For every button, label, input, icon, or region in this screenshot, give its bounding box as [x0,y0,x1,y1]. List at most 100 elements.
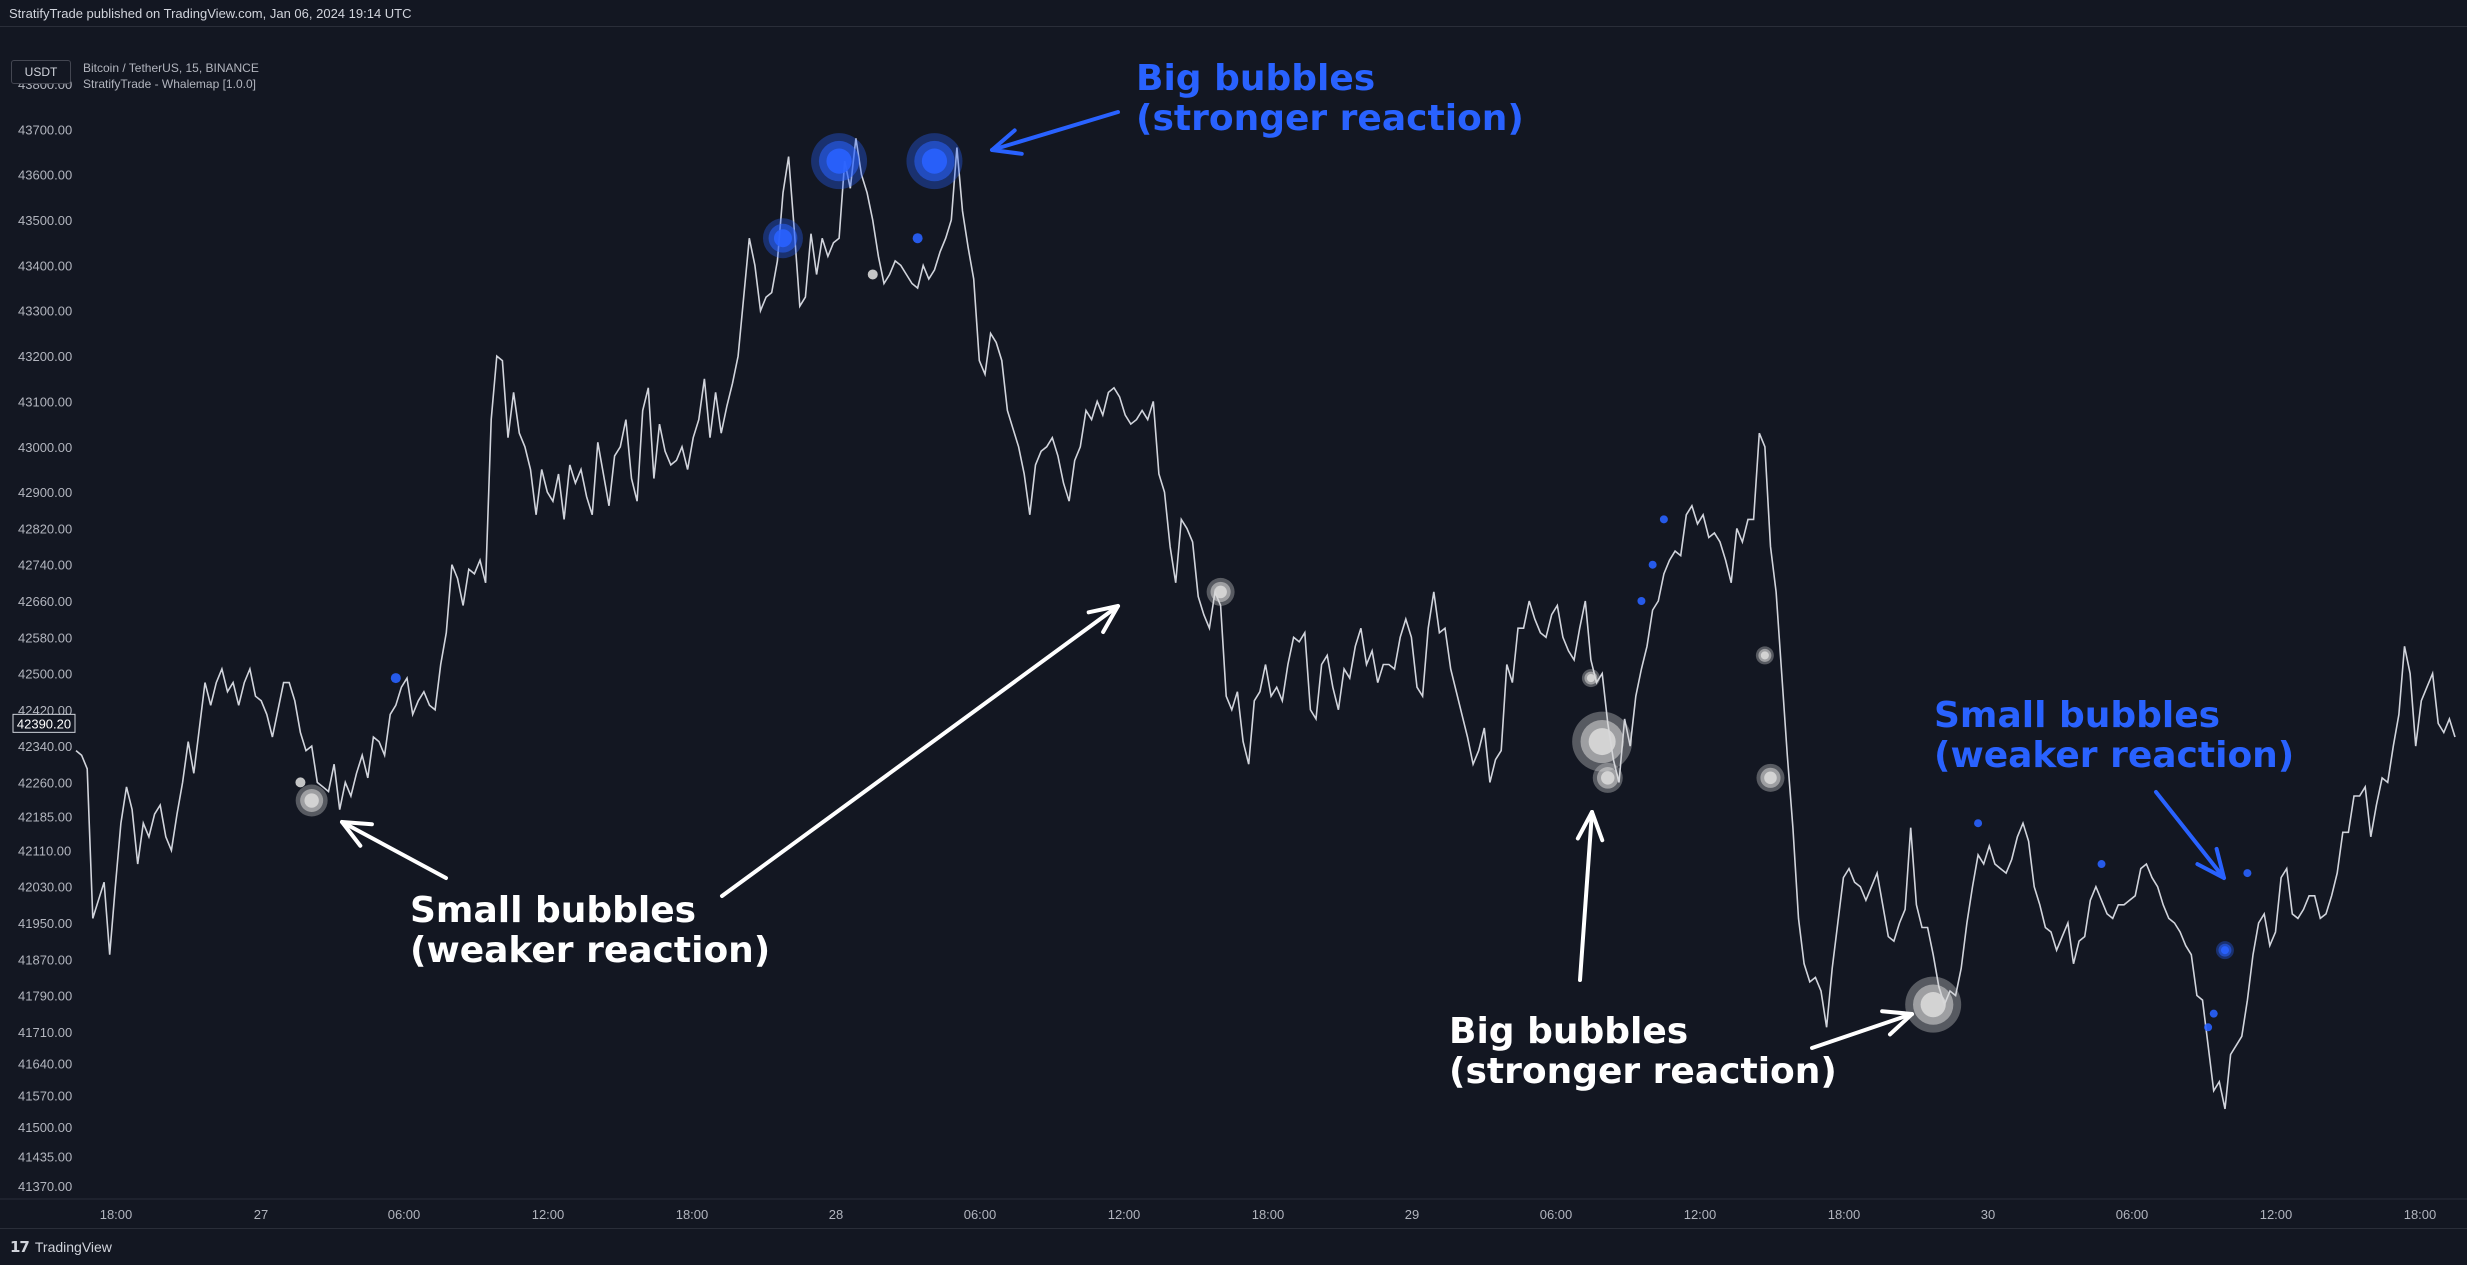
whale-bubbles [295,133,2252,1033]
time-axis: 18:00 27 06:00 12:00 18:00 28 06:00 12:00 18:00 2… [0,1198,2467,1222]
time-tick-label: 12:00 [2260,1207,2293,1222]
whale-bubble-core [1760,651,1769,660]
arrow-head [1086,604,1120,635]
price-tick-label: 41710.00 [18,1025,72,1040]
arrow-head [990,128,1024,156]
time-tick-label: 18:00 [1252,1207,1285,1222]
annotation-small-left: Small bubbles [410,890,696,931]
whale-bubble[interactable] [912,233,923,244]
price-tick-label: 42185.00 [18,809,72,824]
price-tick-label: 43000.00 [18,440,72,455]
annotation-big-bottom: Big bubbles [1449,1011,1688,1052]
whale-bubble-core [773,229,792,248]
price-tick-label: 41870.00 [18,952,72,967]
tradingview-logo[interactable]: 17 TradingView [10,1238,112,1256]
published-text: StratifyTrade published on TradingView.c… [9,6,412,21]
price-chart[interactable]: 43800.0043700.0043600.0043500.0043400.00… [0,27,2467,1227]
time-tick-label: 12:00 [532,1207,565,1222]
annotation-arrows [340,110,2226,1050]
arrow-shaft [990,110,1120,152]
arrow-shaft [1578,810,1594,982]
price-tick-label: 42660.00 [18,594,72,609]
arrow-shaft [2154,790,2226,880]
price-line [75,138,2456,1110]
time-tick-label: 28 [829,1207,843,1222]
time-tick-label: 18:00 [2404,1207,2437,1222]
price-tick-label: 43700.00 [18,122,72,137]
price-tick-label: 41950.00 [18,916,72,931]
price-tick-label: 43500.00 [18,213,72,228]
time-tick-label: 12:00 [1108,1207,1141,1222]
time-tick-label: 29 [1405,1207,1419,1222]
annotations: Big bubbles(stronger reaction)Small bubb… [410,58,2294,1092]
whale-bubble-core [1586,674,1595,683]
whale-bubble-core [1920,992,1946,1018]
time-tick-label: 06:00 [2116,1207,2149,1222]
whale-bubble[interactable] [295,777,306,788]
symbol-legend[interactable]: Bitcoin / TetherUS, 15, BINANCE [83,61,259,75]
chart-panel[interactable]: 43800.00 43700.00 43600.00 43500.00 43400.00… [0,27,2467,1227]
price-tick-label: 43300.00 [18,304,72,319]
current-price-value: 42390.20 [17,716,71,731]
price-tick-label: 42820.00 [18,521,72,536]
whale-bubble-core [1214,585,1227,599]
arrow-head [2195,846,2226,880]
time-tick-label: 18:00 [100,1207,133,1222]
whale-bubble[interactable] [1974,819,1983,828]
time-tick-label: 06:00 [964,1207,997,1222]
price-tick-label: 42740.00 [18,558,72,573]
arrow-shaft [340,820,448,880]
arrow-shaft [1810,1012,1914,1050]
whale-bubble[interactable] [1659,515,1668,524]
time-tick-label: 27 [254,1207,268,1222]
whale-bubble[interactable] [867,269,878,280]
price-tick-label: 41500.00 [18,1120,72,1135]
price-tick-label: 42580.00 [18,630,72,645]
current-price-box [12,713,76,733]
arrow-shaft [720,604,1120,898]
annotation-big-bottom: (stronger reaction) [1449,1051,1837,1092]
price-tick-label: 42500.00 [18,667,72,682]
time-tick-label: 06:00 [1540,1207,1573,1222]
annotation-big-top: (stronger reaction) [1136,98,1524,139]
price-axis: 43800.0043700.0043600.0043500.0043400.00… [18,77,72,1194]
arrow-head [340,820,374,848]
indicator-legend[interactable]: StratifyTrade - Whalemap [1.0.0] [83,77,256,91]
whale-bubble[interactable] [390,673,401,684]
footer-brand: TradingView [34,1239,112,1255]
price-tick-label: 41790.00 [18,989,72,1004]
time-tick-label: 06:00 [388,1207,421,1222]
time-tick-label: 30 [1981,1207,1995,1222]
chart-legend: Bitcoin / TetherUS, 15, BINANCE Stratify… [83,60,259,92]
whale-bubble[interactable] [2097,860,2106,869]
arrow-head [1880,1009,1914,1037]
time-tick-label: 18:00 [1828,1207,1861,1222]
price-tick-label: 42030.00 [18,880,72,895]
price-tick-label: 43600.00 [18,168,72,183]
price-tick-label: 43400.00 [18,258,72,273]
price-tick-label: 42900.00 [18,485,72,500]
whale-bubble-core [826,148,852,174]
annotation-big-top: Big bubbles [1136,58,1375,99]
current-price-label: 42390.20 [12,713,76,733]
price-tick-label: 43200.00 [18,349,72,364]
currency-button[interactable]: USDT [11,60,71,84]
whale-bubble[interactable] [1648,560,1657,569]
price-tick-label: 42260.00 [18,775,72,790]
whale-bubble-core [921,148,948,174]
time-tick-label: 18:00 [676,1207,709,1222]
whale-bubble[interactable] [1637,596,1646,605]
price-tick-label: 42110.00 [18,843,71,858]
price-tick-label: 41640.00 [18,1057,72,1072]
price-tick-label: 41435.00 [18,1150,72,1165]
price-tick-label: 41370.00 [18,1179,72,1194]
whale-bubble-core [2220,946,2230,955]
whale-bubble[interactable] [2204,1023,2213,1032]
time-tick-label: 12:00 [1684,1207,1717,1222]
price-tick-label: 42340.00 [18,739,72,754]
arrow-head [1575,810,1605,843]
tradingview-icon: 17 [10,1238,30,1256]
whale-bubble[interactable] [2209,1009,2218,1018]
whale-bubble[interactable] [2243,869,2252,878]
annotation-small-left: (weaker reaction) [410,930,770,971]
